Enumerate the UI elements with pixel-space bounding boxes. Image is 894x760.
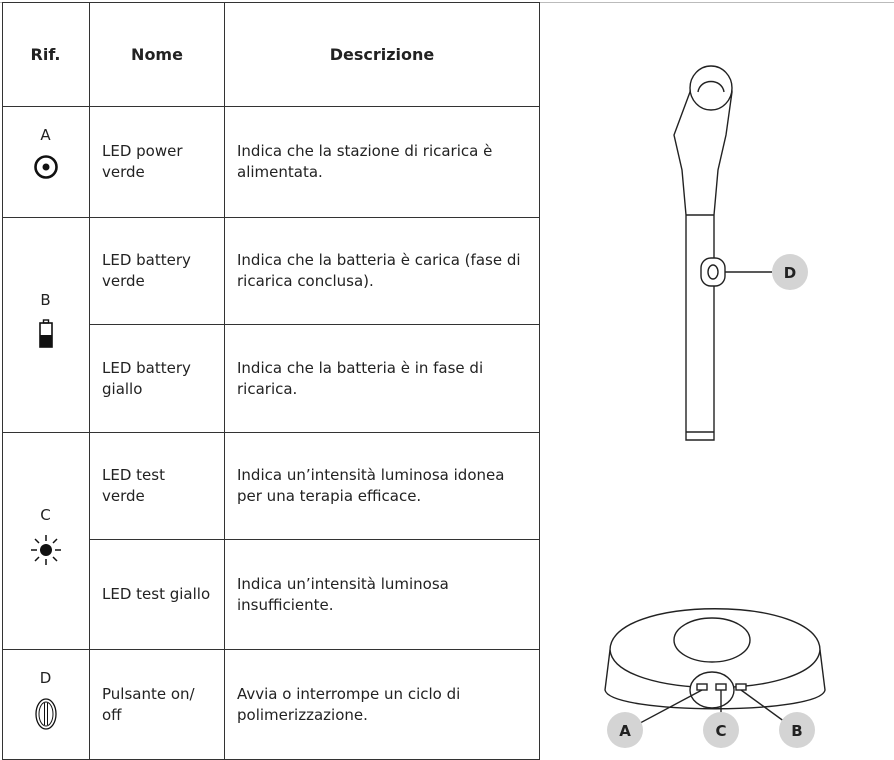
name-cell: Pulsante on/ off [90,650,225,760]
ref-label: D [39,669,52,687]
pen-body [673,74,733,441]
name-cell: LED test verde [90,433,225,540]
callout-badge [607,712,643,748]
light-icon [30,535,61,565]
callout-badge [772,254,808,290]
power-icon [33,155,58,179]
ref-label: B [40,291,51,309]
description-cell: Indica un’intensità luminosa insufficien… [225,540,540,650]
name-cell: LED battery verde [90,218,225,325]
callout-label: A [619,722,631,740]
callout-label: B [791,722,802,740]
callout-badge [703,712,739,748]
name-cell: LED power verde [90,107,225,218]
description-cell: Indica un’intensità luminosa idonea per … [225,433,540,540]
ref-cell: D [2,650,90,760]
ref-cell: C [2,433,90,650]
battery-icon [38,319,53,348]
table-top-border [2,2,540,3]
callout-badge [779,712,815,748]
description-cell: Indica che la stazione di ricarica è ali… [225,107,540,218]
ref-label: A [40,126,51,144]
header-cell: Rif. [2,2,90,107]
pen-head [689,65,733,111]
name-cell: LED test giallo [90,540,225,650]
description-cell: Indica che la batteria è in fase di rica… [225,325,540,433]
description-cell: Indica che la batteria è carica (fase di… [225,218,540,325]
button-icon [34,698,57,730]
ref-cell: B [2,218,90,433]
ref-cell: A [2,107,90,218]
ref-label: C [40,506,51,524]
name-cell: LED battery giallo [90,325,225,433]
device-illustration: D A C B [604,65,826,748]
description-cell: Avvia o interrompe un ciclo di polimeriz… [225,650,540,760]
header-cell: Nome [90,2,225,107]
table-left-border [2,2,3,760]
callout-label: C [715,722,726,740]
header-cell: Descrizione [225,2,540,107]
callout-label: D [784,264,796,282]
